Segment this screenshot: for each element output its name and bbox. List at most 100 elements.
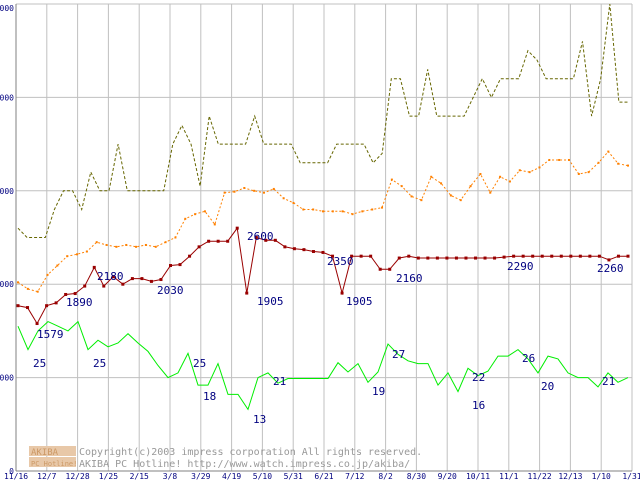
point-average <box>262 191 265 194</box>
point-average <box>371 208 374 211</box>
x-tick-label: 3/29 <box>191 472 210 480</box>
point-average <box>381 206 384 209</box>
data-label: 2030 <box>157 284 184 297</box>
x-tick-label: 12/13 <box>558 472 582 480</box>
point-average <box>567 158 570 161</box>
point-min <box>302 248 306 252</box>
point-min <box>597 254 601 258</box>
point-min <box>64 292 68 296</box>
x-tick-label: 11/1 <box>499 472 518 480</box>
x-tick-label: 2/15 <box>130 472 149 480</box>
data-label: 2180 <box>97 270 124 283</box>
point-average <box>341 210 344 213</box>
point-average <box>46 273 49 276</box>
point-min <box>416 256 420 260</box>
point-min <box>397 256 401 260</box>
series-line-max <box>17 3 628 238</box>
logo-bottom-text: PC Hotline! <box>31 460 77 468</box>
data-label: 19 <box>372 385 385 398</box>
point-min <box>197 245 201 249</box>
point-average <box>322 210 324 213</box>
point-average <box>400 185 403 188</box>
x-tick-label: 10/11 <box>466 472 490 480</box>
point-min <box>321 250 325 254</box>
point-min <box>140 277 144 281</box>
point-min <box>273 238 277 242</box>
point-average <box>213 223 216 226</box>
point-average <box>440 182 443 185</box>
point-min <box>340 291 344 295</box>
data-label: 25 <box>33 357 46 370</box>
point-average <box>115 245 118 248</box>
point-min <box>369 254 373 258</box>
x-tick-label: 5/10 <box>253 472 272 480</box>
logo-box-bottom <box>29 457 76 467</box>
data-label: 2600 <box>247 230 274 243</box>
point-min <box>521 254 525 258</box>
logo-box-top <box>29 446 76 456</box>
point-min <box>359 254 363 258</box>
x-tick-label: 8/30 <box>407 472 426 480</box>
point-average <box>223 191 226 194</box>
point-average <box>518 169 521 172</box>
x-tick-label: 5/31 <box>284 472 303 480</box>
point-average <box>184 217 187 220</box>
point-average <box>489 191 492 194</box>
point-average <box>577 172 580 175</box>
x-tick-label: 8/2 <box>378 472 393 480</box>
axes: 0 1000 2000 3000 4000 5000 11/16 12/7 12/28 1/25 2… <box>0 4 640 481</box>
point-min <box>283 245 287 249</box>
point-min <box>502 255 506 259</box>
point-min <box>111 275 115 279</box>
point-average <box>459 199 462 202</box>
point-average <box>449 194 452 197</box>
point-min <box>435 256 439 260</box>
point-average <box>154 245 157 248</box>
point-min <box>540 254 544 258</box>
y-tick-label: 2000 <box>0 280 14 289</box>
point-average <box>302 208 305 211</box>
data-label: 1905 <box>257 295 284 308</box>
point-average <box>292 201 295 204</box>
point-min <box>264 238 268 242</box>
point-average <box>105 243 108 246</box>
point-average <box>36 290 39 293</box>
point-min <box>426 256 430 260</box>
point-min <box>188 254 192 258</box>
point-average <box>164 241 167 244</box>
point-average <box>243 186 246 189</box>
data-label: 1890 <box>66 296 93 309</box>
point-min <box>254 236 258 239</box>
point-average <box>282 197 285 200</box>
point-average <box>203 210 206 213</box>
x-tick-label: 3/8 <box>163 472 178 480</box>
point-average <box>95 241 98 244</box>
point-min <box>216 239 220 243</box>
point-average <box>420 199 423 202</box>
point-min <box>378 267 382 271</box>
data-label: 2160 <box>396 272 423 285</box>
point-min <box>149 279 153 283</box>
data-label: 25 <box>193 357 206 370</box>
x-tick-label: 1/10 <box>592 472 611 480</box>
data-label: 21 <box>602 375 615 388</box>
point-average <box>430 175 433 178</box>
point-min <box>616 254 620 258</box>
point-average <box>479 172 482 175</box>
x-tick-label: 12/28 <box>66 472 90 480</box>
point-average <box>508 180 511 183</box>
y-tick-label: 1000 <box>0 374 14 383</box>
point-min <box>512 254 516 258</box>
x-tick-label: 1/31 <box>622 472 640 480</box>
point-average <box>469 185 472 188</box>
data-label: 20 <box>541 380 554 393</box>
point-average <box>587 171 590 174</box>
point-min <box>292 247 296 251</box>
point-min <box>245 291 249 295</box>
point-average <box>135 245 138 248</box>
point-min <box>130 277 134 281</box>
data-label: 1579 <box>37 328 64 341</box>
